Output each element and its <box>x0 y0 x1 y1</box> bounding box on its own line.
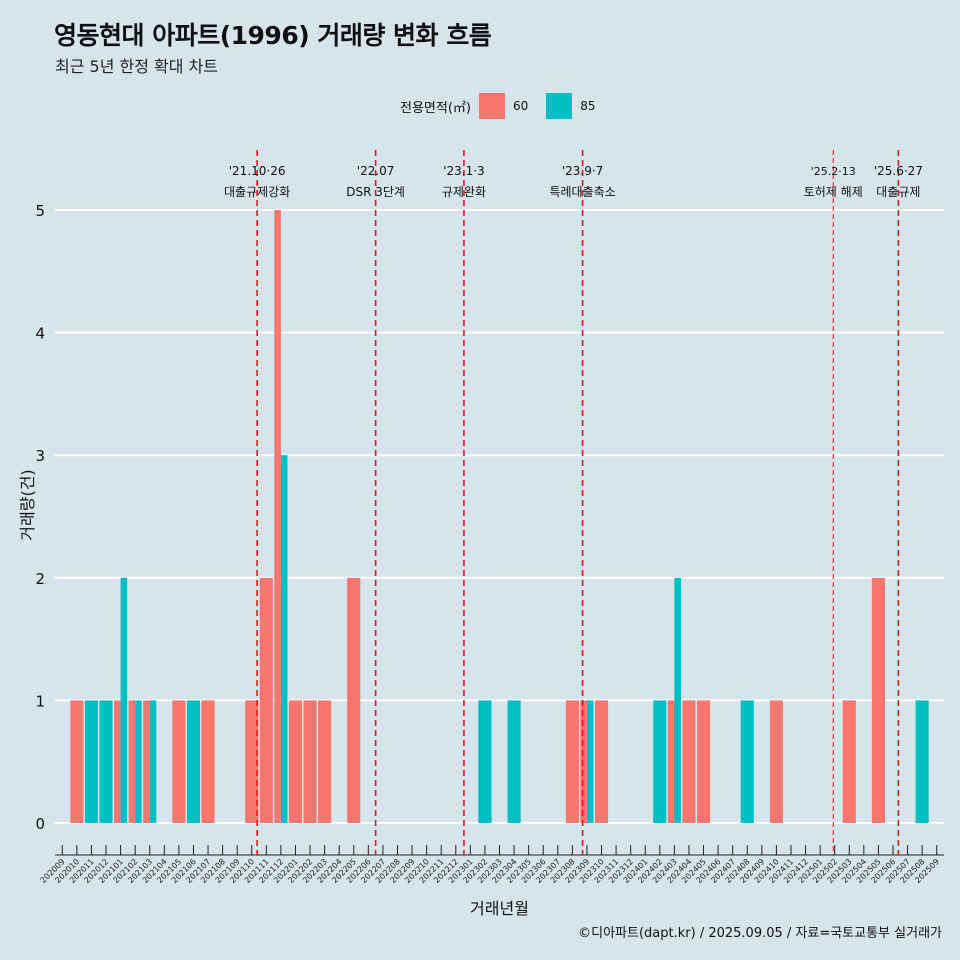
source-caption: ©디아파트(dapt.kr) / 2025.09.05 / 자료=국토교통부 실… <box>578 926 942 941</box>
y-tick-label: 4 <box>35 325 45 343</box>
bar-60-202010 <box>70 700 84 823</box>
bar-60-202202 <box>303 700 317 823</box>
event-date-5: '25.6·27 <box>874 164 923 178</box>
bar-85-202103 <box>149 700 157 823</box>
legend-label-60: 60 <box>512 99 529 113</box>
bar-85-202012 <box>99 700 113 823</box>
y-tick-label: 1 <box>35 692 45 710</box>
bar-60-202111 <box>259 577 273 823</box>
bar-85-202302 <box>478 700 492 823</box>
y-tick-label: 3 <box>35 447 45 465</box>
bar-85-202112 <box>280 455 288 823</box>
bar-60-202112 <box>274 210 281 823</box>
event-label-5: 대출규제 <box>876 185 920 199</box>
legend: 전용면적(㎡) 60 85 <box>400 93 614 119</box>
bar-60-202505 <box>871 577 885 823</box>
event-label-4: 토허제 해제 <box>804 185 863 199</box>
event-label-1: DSR 3단계 <box>346 185 405 199</box>
bar-85-202304 <box>507 700 521 823</box>
y-tick-label: 5 <box>35 202 45 220</box>
legend-key-85 <box>546 93 573 119</box>
bar-85-202011 <box>84 700 98 823</box>
bar-85-202106 <box>186 700 201 823</box>
event-date-0: '21.10·26 <box>229 164 286 178</box>
y-axis-title: 거래량(건) <box>18 469 37 540</box>
event-label-3: 특례대출축소 <box>549 185 615 199</box>
bar-85-202309 <box>586 700 594 823</box>
bar-60-202203 <box>318 700 332 823</box>
bar-60-202107 <box>201 700 215 823</box>
event-label-0: 대출규제강화 <box>224 185 290 199</box>
bar-85-202508 <box>915 700 929 823</box>
bar-85-202408 <box>740 700 754 823</box>
bar-60-202310 <box>594 700 609 823</box>
x-axis-title: 거래년월 <box>470 899 529 918</box>
bar-60-202410 <box>769 700 783 823</box>
bar-60-202201 <box>288 700 303 823</box>
bar-60-202404 <box>682 700 696 823</box>
event-date-1: '22.07 <box>357 164 395 178</box>
legend-title: 전용면적(㎡) <box>400 100 471 116</box>
bar-60-202102 <box>128 700 136 823</box>
legend-key-60 <box>478 93 505 119</box>
bar-60-202103 <box>143 700 150 823</box>
chart-title: 영동현대 아파트(1996) 거래량 변화 흐름 <box>54 21 492 50</box>
bar-85-202403 <box>674 577 681 823</box>
bar-60-202309 <box>580 700 587 823</box>
bar-60-202405 <box>696 700 711 823</box>
bar-60-202101 <box>114 700 121 823</box>
bar-60-202308 <box>565 700 579 823</box>
bar-85-202102 <box>135 700 142 823</box>
bar-60-202403 <box>667 700 675 823</box>
bar-60-202205 <box>347 577 361 823</box>
y-tick-label: 2 <box>35 570 45 588</box>
event-date-3: '23.9·7 <box>562 164 603 178</box>
y-tick-label: 0 <box>35 815 45 833</box>
legend-label-85: 85 <box>580 99 596 113</box>
event-label-2: 규제완화 <box>442 185 486 199</box>
event-date-4: '25.2·13 <box>811 165 856 178</box>
event-date-2: '23.1·3 <box>443 164 484 178</box>
bar-85-202101 <box>120 577 128 823</box>
bar-85-202402 <box>653 700 667 823</box>
bar-60-202110 <box>245 700 259 823</box>
bar-60-202105 <box>172 700 186 823</box>
bar-60-202503 <box>842 700 856 823</box>
chart-subtitle: 최근 5년 한정 확대 차트 <box>55 57 219 76</box>
